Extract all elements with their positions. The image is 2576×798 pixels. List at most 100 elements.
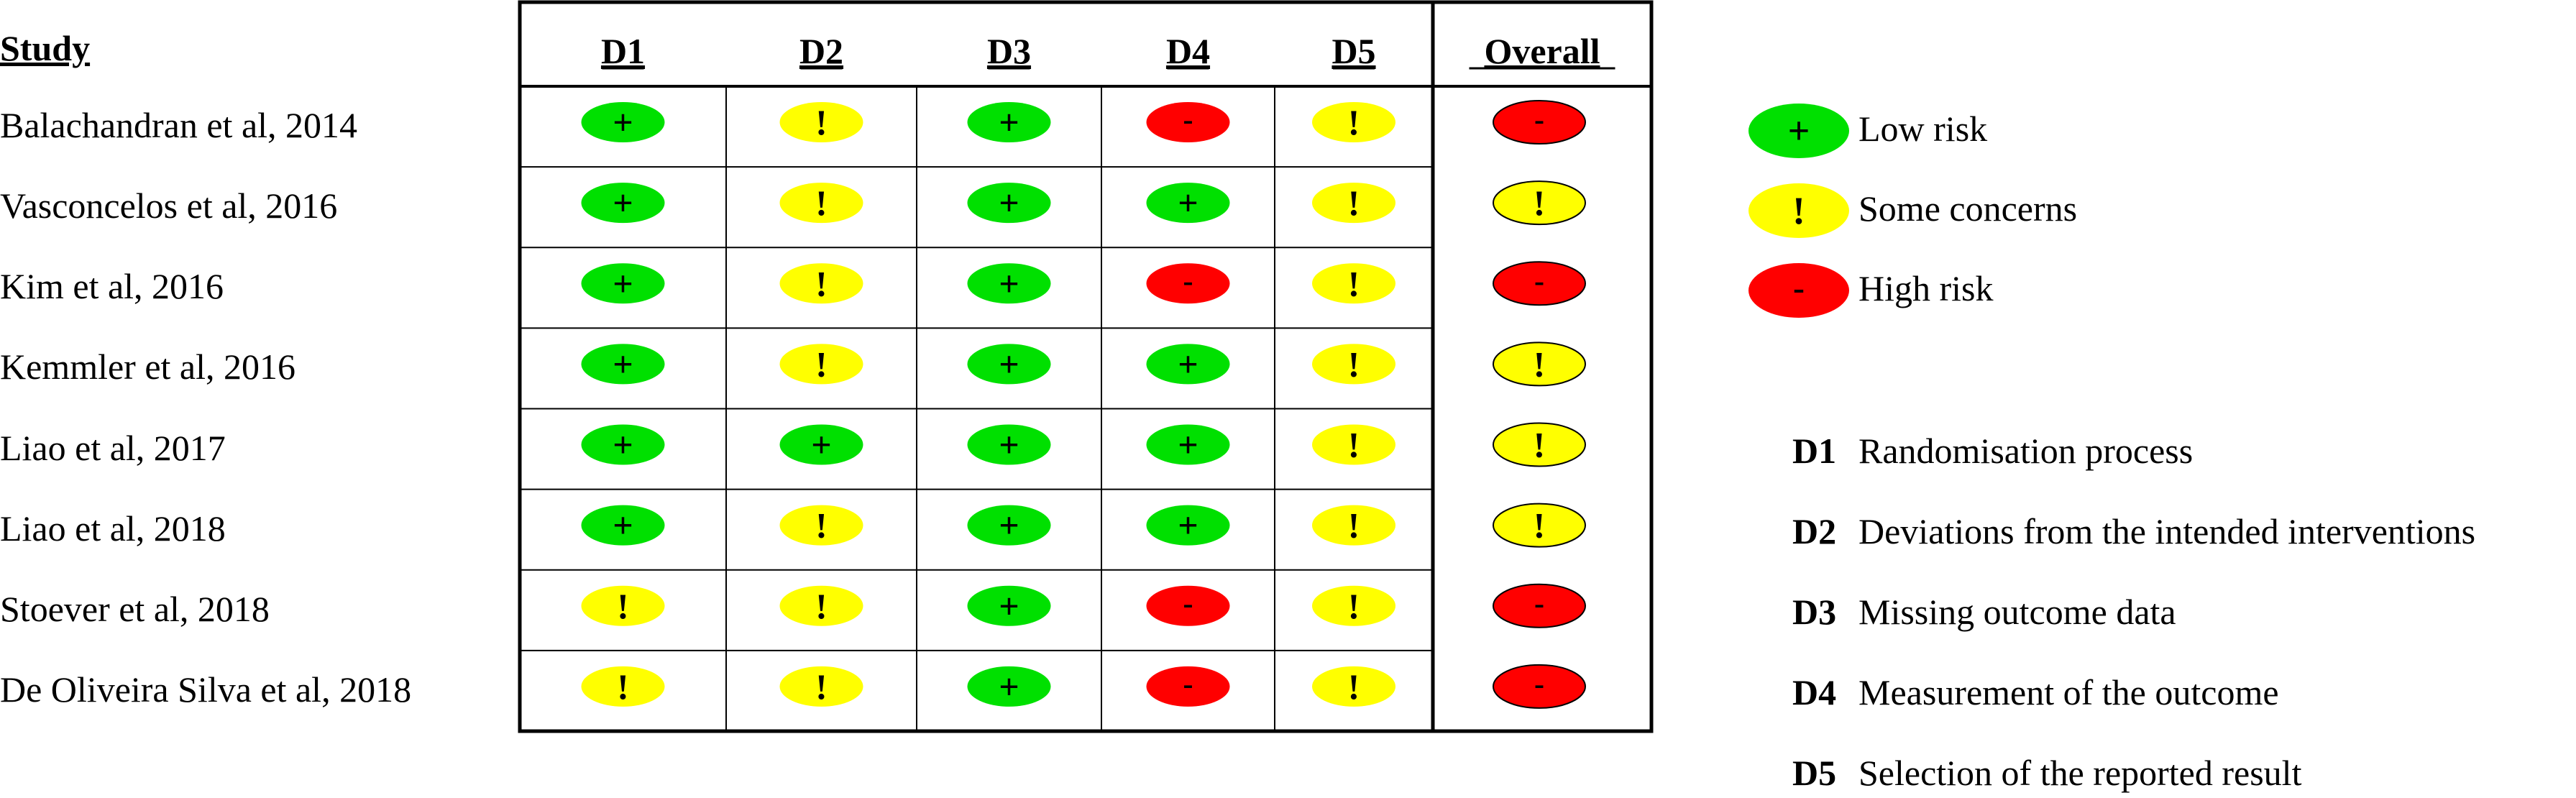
domain-header-d3: D3 <box>987 31 1031 71</box>
svg-text:+: + <box>811 425 832 465</box>
judgement-low: + <box>967 424 1051 465</box>
svg-text:!: ! <box>1534 344 1546 384</box>
study-name: Liao et al, 2018 <box>0 508 226 549</box>
svg-text:!: ! <box>1534 183 1546 223</box>
judgement-low: + <box>967 183 1051 224</box>
study-name: Liao et al, 2017 <box>0 427 226 468</box>
domain-header-d1: D1 <box>601 31 645 71</box>
judgement-low: + <box>1146 183 1230 224</box>
legend-high-icon: - <box>1748 263 1849 318</box>
judgement-high: - <box>1146 666 1230 707</box>
svg-text:+: + <box>999 666 1019 707</box>
domain-legend-d2: D2 Deviations from the intended intervent… <box>1792 510 2475 552</box>
domain-code: D2 <box>1792 511 1837 551</box>
svg-text:+: + <box>999 425 1019 465</box>
judgement-some: ! <box>1312 263 1395 304</box>
svg-text:-: - <box>1534 587 1544 620</box>
svg-text:+: + <box>613 102 633 142</box>
judgement-some: ! <box>581 666 665 707</box>
judgement-some: ! <box>779 666 863 707</box>
svg-text:!: ! <box>1348 263 1360 303</box>
svg-text:+: + <box>999 263 1019 303</box>
judgement-low: + <box>1146 505 1230 546</box>
svg-text:!: ! <box>815 183 828 223</box>
domain-legend-d3: D3 Missing outcome data <box>1792 591 2176 633</box>
overall-judgement-some: ! <box>1493 341 1586 387</box>
judgement-some: ! <box>779 505 863 546</box>
svg-text:+: + <box>613 263 633 303</box>
svg-text:!: ! <box>1348 425 1360 465</box>
judgement-some: ! <box>779 263 863 304</box>
judgement-low: + <box>967 102 1051 142</box>
overall-judgement-some: ! <box>1493 422 1586 467</box>
svg-text:!: ! <box>815 666 828 707</box>
svg-text:-: - <box>1534 265 1544 298</box>
domain-description: Measurement of the outcome <box>1858 672 2279 712</box>
svg-text:+: + <box>999 102 1019 142</box>
svg-text:!: ! <box>815 263 828 303</box>
overall-judgement-high: - <box>1493 261 1586 306</box>
judgement-some: ! <box>1312 666 1395 707</box>
svg-text:-: - <box>1183 668 1193 701</box>
judgement-some: ! <box>1312 505 1395 546</box>
judgement-high: - <box>1146 102 1230 142</box>
judgement-some: ! <box>1312 585 1395 626</box>
svg-text:!: ! <box>815 586 828 626</box>
svg-text:!: ! <box>815 102 828 142</box>
svg-text:!: ! <box>1348 505 1360 546</box>
judgement-some: ! <box>779 102 863 142</box>
svg-text:-: - <box>1183 265 1193 298</box>
overall-judgement-high: - <box>1493 664 1586 709</box>
judgement-high: - <box>1146 263 1230 304</box>
svg-text:+: + <box>999 344 1019 384</box>
svg-text:-: - <box>1183 587 1193 620</box>
domain-legend-d4: D4 Measurement of the outcome <box>1792 671 2279 713</box>
overall-header: Overall <box>1484 31 1600 71</box>
svg-text:!: ! <box>1348 183 1360 223</box>
domain-code: D4 <box>1792 672 1837 712</box>
svg-text:+: + <box>613 183 633 223</box>
judgement-some: ! <box>779 585 863 626</box>
svg-text:+: + <box>1178 183 1198 223</box>
svg-text:!: ! <box>1348 102 1360 142</box>
judgement-low: + <box>1146 424 1230 465</box>
svg-text:!: ! <box>815 505 828 546</box>
domain-description: Missing outcome data <box>1858 592 2176 632</box>
svg-text:!: ! <box>815 344 828 384</box>
svg-text:-: - <box>1534 104 1544 137</box>
svg-text:-: - <box>1534 668 1544 701</box>
svg-text:+: + <box>613 505 633 546</box>
legend-some-icon: ! <box>1748 183 1849 238</box>
svg-text:+: + <box>1788 109 1810 152</box>
svg-text:+: + <box>1178 425 1198 465</box>
svg-text:!: ! <box>1348 344 1360 384</box>
svg-text:+: + <box>999 505 1019 546</box>
study-column-header: Study <box>0 28 91 68</box>
study-name: De Oliveira Silva et al, 2018 <box>0 669 412 710</box>
judgement-some: ! <box>779 344 863 385</box>
judgement-low: + <box>1146 344 1230 385</box>
overall-judgement-high: - <box>1493 100 1586 145</box>
domain-header-d2: D2 <box>799 31 843 71</box>
judgement-high: - <box>1146 585 1230 626</box>
judgement-low: + <box>779 424 863 465</box>
overall-judgement-some: ! <box>1493 180 1586 226</box>
svg-text:+: + <box>999 586 1019 626</box>
judgement-low: + <box>581 344 665 385</box>
study-name: Kim et al, 2016 <box>0 266 224 307</box>
study-name: Vasconcelos et al, 2016 <box>0 185 338 226</box>
domain-code: D3 <box>1792 592 1837 632</box>
judgement-low: + <box>967 505 1051 546</box>
svg-text:!: ! <box>617 586 629 626</box>
grid-lines <box>518 0 1654 733</box>
svg-text:+: + <box>613 425 633 465</box>
domain-description: Deviations from the intended interventio… <box>1858 511 2476 551</box>
svg-text:!: ! <box>1348 586 1360 626</box>
judgement-some: ! <box>581 585 665 626</box>
legend-high-label: High risk <box>1858 268 1994 308</box>
overall-judgement-some: ! <box>1493 503 1586 548</box>
domain-description: Selection of the reported result <box>1858 753 2302 793</box>
judgement-low: + <box>581 505 665 546</box>
svg-text:-: - <box>1183 104 1193 137</box>
domain-header-d5: D5 <box>1331 31 1375 71</box>
